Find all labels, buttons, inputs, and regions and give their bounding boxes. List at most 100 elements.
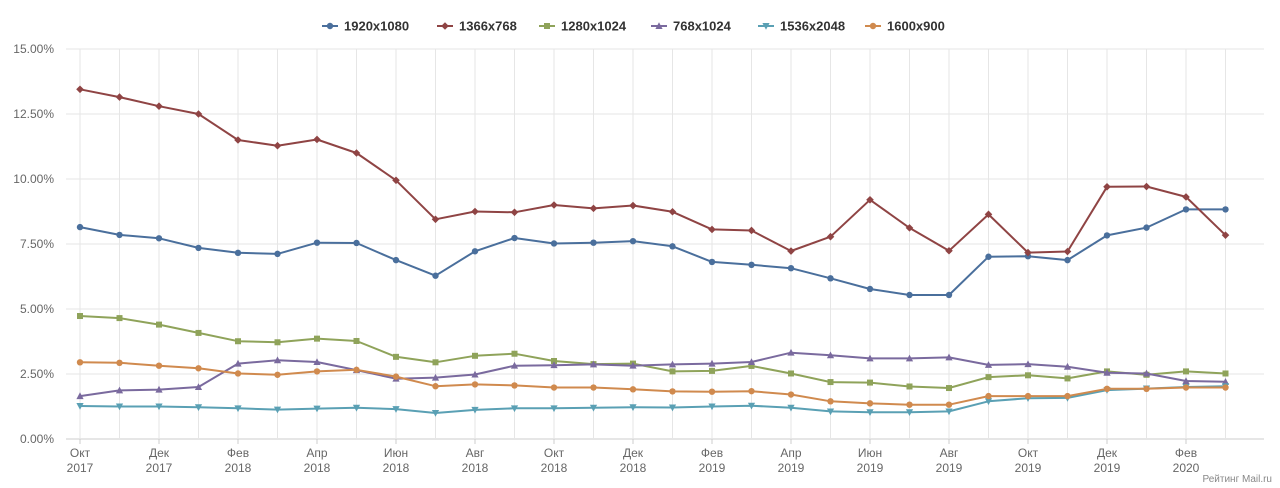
data-point[interactable]	[76, 402, 84, 410]
legend-label[interactable]: 1280x1024	[561, 19, 627, 34]
data-point[interactable]	[550, 384, 558, 391]
data-point[interactable]	[273, 406, 282, 414]
data-point[interactable]	[274, 339, 281, 346]
data-point[interactable]	[905, 224, 914, 232]
data-point[interactable]	[1064, 375, 1071, 382]
legend-label[interactable]: 768x1024	[673, 19, 732, 34]
data-point[interactable]	[1103, 232, 1111, 239]
data-point[interactable]	[432, 383, 439, 390]
data-point[interactable]	[827, 275, 834, 282]
data-point[interactable]	[116, 315, 123, 322]
data-point[interactable]	[432, 272, 439, 279]
data-point[interactable]	[827, 379, 834, 386]
data-point[interactable]	[234, 370, 242, 377]
data-point[interactable]	[866, 354, 874, 362]
data-point[interactable]	[629, 237, 637, 245]
legend-item[interactable]: 1536x2048	[758, 19, 845, 34]
data-point[interactable]	[432, 359, 439, 366]
data-point[interactable]	[866, 409, 874, 417]
data-point[interactable]	[906, 401, 913, 408]
data-point[interactable]	[273, 356, 282, 364]
data-point[interactable]	[866, 400, 874, 407]
data-point[interactable]	[788, 370, 794, 377]
data-point[interactable]	[1142, 369, 1151, 377]
data-point[interactable]	[945, 401, 953, 408]
data-point[interactable]	[1143, 224, 1150, 231]
data-point[interactable]	[1222, 384, 1229, 391]
data-point[interactable]	[76, 223, 84, 231]
data-point[interactable]	[471, 406, 479, 414]
data-point[interactable]	[511, 350, 518, 357]
legend-item[interactable]: 1920x1080	[322, 19, 409, 34]
data-point[interactable]	[76, 392, 84, 400]
data-point[interactable]	[510, 405, 519, 413]
data-point[interactable]	[787, 348, 795, 356]
data-point[interactable]	[629, 201, 637, 210]
data-point[interactable]	[985, 374, 992, 381]
data-point[interactable]	[352, 404, 361, 412]
data-point[interactable]	[1142, 182, 1151, 191]
data-point[interactable]	[1182, 193, 1190, 201]
data-point[interactable]	[313, 405, 321, 413]
data-point[interactable]	[867, 379, 873, 386]
data-point[interactable]	[747, 402, 756, 410]
data-point[interactable]	[945, 291, 953, 299]
data-point[interactable]	[392, 256, 400, 264]
data-point[interactable]	[76, 359, 84, 366]
data-point[interactable]	[985, 253, 992, 260]
data-point[interactable]	[906, 383, 913, 390]
data-point[interactable]	[155, 403, 163, 411]
data-point[interactable]	[1222, 370, 1229, 377]
data-point[interactable]	[195, 329, 202, 336]
data-point[interactable]	[155, 362, 163, 369]
data-point[interactable]	[826, 408, 835, 416]
data-point[interactable]	[709, 367, 715, 374]
data-point[interactable]	[353, 239, 360, 247]
data-point[interactable]	[393, 353, 399, 360]
data-point[interactable]	[708, 258, 716, 266]
data-point[interactable]	[905, 409, 914, 417]
data-point[interactable]	[906, 291, 913, 299]
series-line[interactable]	[79, 361, 1226, 406]
data-point[interactable]	[76, 85, 84, 94]
data-point[interactable]	[274, 250, 281, 258]
data-point[interactable]	[1103, 368, 1111, 376]
data-point[interactable]	[826, 232, 835, 241]
data-point[interactable]	[827, 398, 834, 405]
data-point[interactable]	[1064, 392, 1071, 400]
data-point[interactable]	[1064, 256, 1071, 264]
data-point[interactable]	[946, 385, 952, 392]
data-point[interactable]	[589, 404, 598, 412]
data-point[interactable]	[787, 404, 795, 412]
data-point[interactable]	[1103, 183, 1111, 191]
legend-label[interactable]: 1366x768	[459, 19, 517, 34]
data-point[interactable]	[945, 353, 953, 361]
data-point[interactable]	[984, 210, 993, 219]
data-point[interactable]	[945, 246, 953, 255]
data-point[interactable]	[1024, 248, 1032, 257]
data-point[interactable]	[273, 141, 282, 150]
data-point[interactable]	[787, 247, 795, 255]
data-point[interactable]	[234, 136, 242, 144]
data-point[interactable]	[787, 391, 795, 398]
series-1536x2048[interactable]	[76, 383, 1230, 417]
data-point[interactable]	[589, 204, 598, 213]
data-point[interactable]	[314, 335, 320, 342]
series-1280x1024[interactable]	[77, 313, 1229, 392]
data-point[interactable]	[590, 239, 597, 246]
data-point[interactable]	[511, 234, 518, 242]
data-point[interactable]	[313, 358, 321, 366]
data-point[interactable]	[748, 261, 755, 268]
data-point[interactable]	[669, 243, 676, 250]
data-point[interactable]	[195, 365, 202, 372]
data-point[interactable]	[155, 102, 163, 110]
data-point[interactable]	[1182, 206, 1190, 213]
data-point[interactable]	[590, 384, 597, 391]
data-point[interactable]	[431, 215, 440, 224]
data-point[interactable]	[1063, 362, 1072, 370]
legend-label[interactable]: 1600x900	[887, 19, 945, 34]
data-point[interactable]	[274, 371, 281, 378]
data-point[interactable]	[392, 373, 400, 380]
data-point[interactable]	[551, 358, 557, 364]
data-point[interactable]	[1183, 368, 1189, 375]
